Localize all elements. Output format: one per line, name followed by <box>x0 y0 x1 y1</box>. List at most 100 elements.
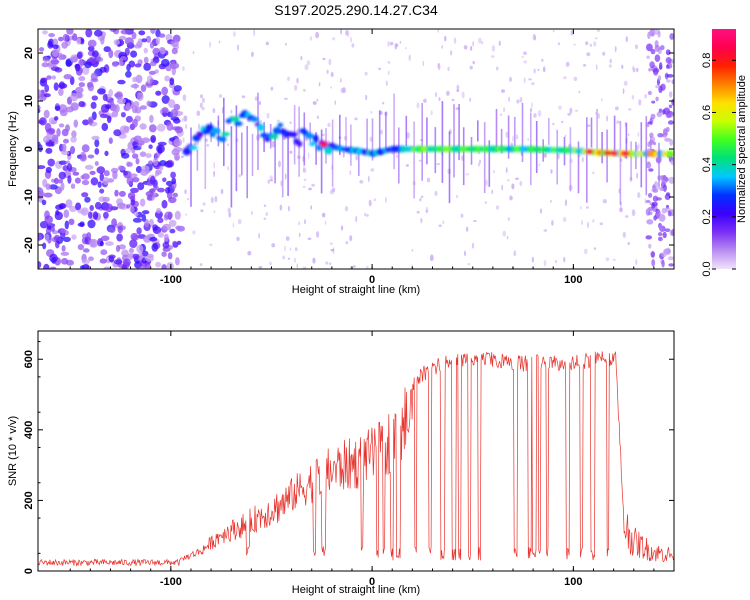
spectrogram-cell <box>266 112 270 119</box>
spectrogram-cell <box>467 262 470 266</box>
spectrogram-cell <box>601 98 603 102</box>
spectrogram-cell <box>602 199 607 204</box>
spectrogram-cell <box>465 173 470 176</box>
spectrogram-cell <box>608 64 612 68</box>
spectrogram-cell <box>170 171 177 179</box>
spectrogram-cell <box>192 230 196 235</box>
spectrogram-cell <box>117 225 123 234</box>
spectrogram-cell <box>66 163 73 172</box>
spectrogram-cell <box>130 83 140 89</box>
spectrogram-cell <box>503 107 506 113</box>
spectrogram-cell <box>665 57 672 64</box>
spectrogram-cell <box>326 69 329 74</box>
spectrogram-cell <box>143 62 152 71</box>
spectrogram-cell <box>230 109 233 114</box>
spectrogram-cell <box>509 76 512 82</box>
spectrogram-cell <box>128 60 136 68</box>
spectrogram-cell <box>654 54 661 62</box>
spectrogram-cell <box>657 31 661 38</box>
spectrogram-cell <box>662 176 667 181</box>
spectrogram-cell <box>237 218 242 225</box>
spectrogram-cell <box>515 177 519 181</box>
spectrogram-cell <box>182 94 187 102</box>
spectrogram-cell <box>587 222 589 228</box>
spectrogram-cell <box>509 195 513 201</box>
spectrogram-cell <box>58 160 68 165</box>
spectrogram-cell <box>130 173 138 178</box>
spectrogram-smear <box>405 115 408 147</box>
spectrogram-cell <box>552 122 555 126</box>
spectrogram-cell <box>108 49 114 59</box>
colorbar-tick-label: 0.6 <box>701 105 713 120</box>
spectrogram-cell <box>302 185 306 189</box>
spectrogram-cell <box>322 57 326 61</box>
spectrogram-cell <box>58 171 66 180</box>
spectrogram-cell <box>137 252 144 261</box>
spectrogram-cell <box>477 162 480 167</box>
spectrogram-cell <box>339 78 342 83</box>
spectrogram-cell <box>451 98 455 102</box>
spectrogram-cell <box>71 234 77 240</box>
spectrogram-cell <box>289 247 292 251</box>
spectrogram-cell <box>57 179 64 184</box>
spectrogram-y-tick-label: 10 <box>23 95 35 107</box>
spectrogram-cell <box>302 167 307 173</box>
spectrogram-ridge-cell <box>277 122 284 128</box>
spectrogram-cell <box>328 262 332 266</box>
spectrogram-cell <box>648 68 652 72</box>
spectrogram-cell <box>43 192 53 198</box>
spectrogram-cell <box>236 236 240 242</box>
spectrogram-cell <box>161 86 168 96</box>
spectrogram-cell <box>156 144 165 154</box>
spectrogram-cell <box>646 161 652 169</box>
spectrogram-cell <box>646 55 650 59</box>
spectrogram-cell <box>91 50 99 58</box>
spectrogram-smear <box>619 121 622 205</box>
spectrogram-cell <box>175 225 181 230</box>
spectrogram-cell <box>512 135 514 143</box>
spectrogram-cell <box>325 261 329 265</box>
spectrogram-smear <box>398 127 400 184</box>
spectrogram-cell <box>42 242 47 250</box>
spectrogram-cell <box>87 219 96 229</box>
spectrogram-cell <box>531 82 535 86</box>
spectrogram-cell <box>220 189 224 194</box>
colorbar-tick-label: 0.8 <box>701 53 713 68</box>
spectrogram-cell <box>444 35 447 42</box>
spectrogram-cell <box>294 257 296 263</box>
spectrogram-cell <box>60 251 70 256</box>
spectrogram-cell <box>49 253 58 263</box>
spectrogram-cell <box>89 205 94 211</box>
spectrogram-cell <box>95 57 104 62</box>
spectrogram-cell <box>658 231 662 236</box>
spectrogram-cell <box>312 257 316 264</box>
spectrogram-cell <box>289 150 293 154</box>
spectrogram-cell <box>150 135 157 143</box>
spectrogram-cell <box>60 258 69 265</box>
spectrogram-cell <box>90 72 98 81</box>
spectrogram-cell <box>253 29 256 37</box>
spectrogram-cell <box>102 177 110 185</box>
spectrogram-cell <box>419 197 422 202</box>
spectrogram-cell <box>666 192 671 197</box>
spectrogram-smear <box>230 126 233 208</box>
spectrogram-cell <box>551 220 554 226</box>
spectrogram-cell <box>141 137 151 143</box>
colorbar-title: Normalized spectral amplitude <box>736 75 748 223</box>
spectrogram-cell <box>329 190 334 195</box>
spectrogram-cell <box>668 263 674 267</box>
spectrogram-cell <box>308 187 312 191</box>
spectrogram-cell <box>481 41 484 45</box>
spectrogram-cell <box>344 205 349 212</box>
spectrogram-cell <box>75 202 82 211</box>
spectrogram-cell <box>61 245 66 252</box>
spectrogram-cell <box>90 101 97 109</box>
spectrogram-cell <box>78 76 86 82</box>
spectrogram-cell <box>130 187 139 193</box>
spectrogram-cell <box>218 40 221 44</box>
spectrogram-cell <box>94 29 103 37</box>
spectrogram-cell <box>130 232 139 241</box>
spectrogram-smear <box>658 142 660 187</box>
spectrogram-smear <box>569 127 572 192</box>
